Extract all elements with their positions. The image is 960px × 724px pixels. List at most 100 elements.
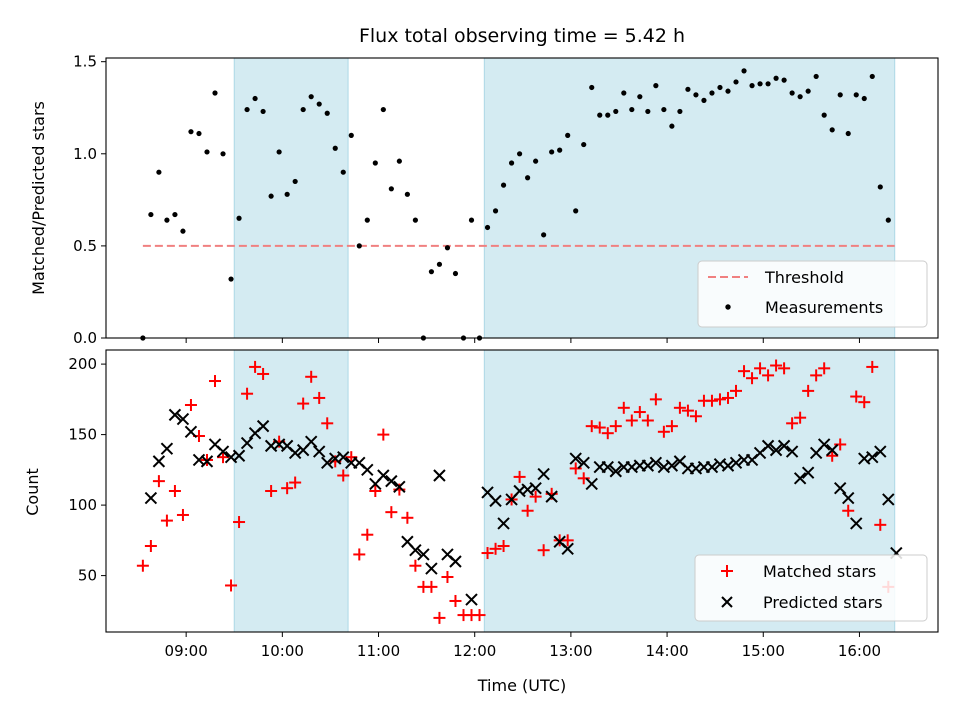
matched-star-point — [625, 414, 638, 427]
predicted-star-point — [417, 548, 430, 561]
measurement-point — [781, 77, 787, 83]
measurement-point — [180, 228, 186, 234]
matched-star-point — [353, 548, 366, 561]
matched-star-point — [633, 406, 646, 419]
measurement-point — [653, 83, 659, 89]
measurement-point — [380, 106, 386, 113]
measurement-point — [869, 73, 875, 80]
measurement-point — [268, 193, 274, 199]
measurement-point — [629, 106, 635, 113]
matched-star-point — [585, 420, 598, 433]
matched-star-point — [401, 511, 414, 524]
measurement-point — [220, 151, 226, 157]
y-tick-label: 0.0 — [73, 329, 97, 347]
matched-star-point — [489, 542, 502, 555]
measurement-point — [484, 224, 491, 231]
predicted-star-point — [313, 445, 326, 458]
measurement-point — [709, 90, 715, 96]
matched-star-point — [681, 404, 694, 417]
predicted-star-point — [817, 438, 831, 451]
measurement-point — [677, 108, 683, 115]
measurement-point — [549, 149, 555, 155]
measurement-point — [404, 191, 410, 197]
legend-predicted-label: Predicted stars — [763, 593, 883, 612]
matched-star-point — [866, 360, 879, 373]
predicted-star-point — [160, 442, 174, 455]
predicted-star-point — [777, 439, 791, 453]
measurement-point — [252, 95, 258, 102]
matched-star-point — [497, 539, 510, 552]
predicted-star-point — [649, 456, 663, 470]
measurement-point — [605, 112, 611, 118]
predicted-star-point — [834, 481, 847, 495]
measurement-point — [340, 169, 346, 175]
measurement-point — [829, 127, 835, 133]
matched-star-point — [481, 547, 494, 560]
matched-star-point — [641, 414, 654, 427]
matched-star-point — [705, 394, 718, 407]
matched-star-point — [721, 391, 734, 404]
bottom-panel: 50 100 150 200 09:00 10:00 11:00 12:00 13:00 14:… — [23, 349, 939, 695]
measurement-point — [236, 215, 242, 221]
top-legend-box — [697, 260, 928, 328]
matched-star-point — [617, 401, 630, 414]
measurement-point — [500, 182, 507, 188]
matched-star-point — [601, 427, 614, 440]
measurement-point — [565, 132, 571, 138]
predicted-star-point — [585, 477, 598, 491]
matched-star-point — [297, 397, 310, 410]
measurement-point — [204, 149, 210, 155]
top-plot-frame — [105, 57, 939, 339]
matched-star-point — [786, 417, 799, 430]
matched-star-point — [609, 420, 622, 433]
measurement-point — [693, 92, 699, 98]
matched-star-point — [257, 367, 270, 380]
measurement-point — [837, 92, 843, 98]
measurement-point — [396, 158, 402, 164]
measurement-point — [388, 186, 394, 192]
measurement-point — [308, 94, 314, 100]
measurement-point — [292, 178, 298, 185]
matched-star-point — [144, 539, 157, 552]
measurement-point — [228, 276, 234, 282]
measurement-point — [172, 211, 178, 218]
predicted-star-point — [184, 425, 198, 438]
top-x-ticks — [185, 338, 860, 343]
matched-star-point — [689, 410, 702, 423]
predicted-star-point — [433, 469, 446, 482]
predicted-star-point — [529, 481, 542, 495]
measurement-point — [533, 158, 539, 164]
measurement-point — [364, 217, 370, 223]
measurement-point — [701, 97, 707, 103]
measurement-point — [156, 169, 162, 175]
predicted-star-point — [882, 493, 895, 506]
measurement-point — [885, 217, 891, 223]
matched-star-point — [377, 428, 390, 441]
measurement-point — [164, 217, 170, 223]
y-tick-label: 1.5 — [73, 53, 97, 71]
bottom-plot-frame — [105, 349, 939, 633]
predicted-star-point — [200, 455, 214, 468]
matched-star-point — [834, 438, 847, 451]
top-shaded-intervals — [233, 58, 896, 338]
measurement-point — [452, 270, 459, 277]
predicted-star-point — [256, 419, 270, 433]
predicted-star-point — [761, 439, 775, 453]
matched-star-point — [281, 482, 294, 495]
top-y-ticks: 0.0 0.5 1.0 1.5 — [73, 53, 106, 347]
matched-star-point — [665, 420, 678, 433]
matched-star-point — [730, 384, 743, 397]
matched-star-point — [649, 393, 662, 406]
shaded-interval-1 — [234, 350, 349, 632]
matched-star-point — [746, 372, 759, 385]
measurement-point — [797, 94, 803, 100]
matched-star-point — [369, 485, 382, 497]
matched-star-point — [449, 594, 462, 607]
measurement-point — [845, 130, 851, 137]
measurement-point — [717, 84, 723, 91]
predicted-star-point — [866, 450, 879, 464]
measurement-point — [749, 83, 755, 89]
measurement-point — [877, 184, 883, 190]
predicted-star-point — [337, 450, 350, 464]
